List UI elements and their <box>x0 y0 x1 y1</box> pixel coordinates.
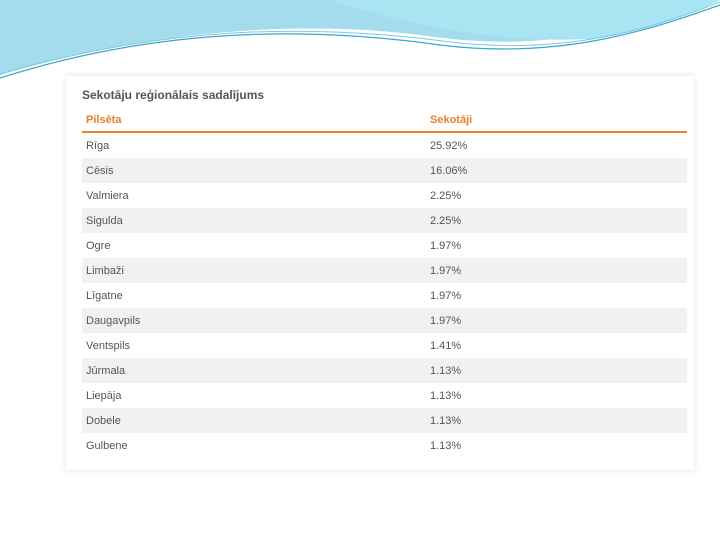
table-row: Valmiera 2.25% <box>82 183 687 208</box>
table-row: Gulbene 1.13% <box>82 433 687 458</box>
followers-cell: 1.97% <box>426 258 687 283</box>
followers-cell: 1.13% <box>426 408 687 433</box>
city-cell: Jūrmala <box>82 358 426 383</box>
table-row: Liepāja 1.13% <box>82 383 687 408</box>
table-row: Sigulda 2.25% <box>82 208 687 233</box>
table-row: Daugavpils 1.97% <box>82 308 687 333</box>
table-row: Limbaži 1.97% <box>82 258 687 283</box>
header-cell: Sekotāji <box>426 108 687 133</box>
followers-cell: 25.92% <box>430 139 468 152</box>
table-panel: Sekotāju reģionālais sadalījums Pilsēta … <box>66 76 694 470</box>
city-cell: Dobele <box>82 408 426 433</box>
wave-line <box>0 4 720 79</box>
followers-cell: 16.06% <box>426 158 687 183</box>
city-cell: Daugavpils <box>82 308 426 333</box>
city-cell: Gulbene <box>86 439 128 452</box>
city-cell: Ventspils <box>86 339 131 352</box>
wave-line <box>0 1 720 75</box>
wave <box>330 0 720 40</box>
table-title: Sekotāju reģionālais sadalījums <box>82 88 265 102</box>
followers-cell: 1.97% <box>430 239 462 252</box>
table-row: Rīga 25.92% <box>82 132 687 158</box>
followers-cell: 1.13% <box>430 389 462 402</box>
city-cell: Ogre <box>86 239 111 252</box>
table-row: Jūrmala 1.13% <box>82 358 687 383</box>
header-decoration <box>0 0 720 79</box>
city-cell: Sigulda <box>82 208 426 233</box>
city-cell: Rīga <box>86 139 110 152</box>
table-row: Līgatne 1.97% <box>82 283 687 308</box>
header-cell: Pilsēta <box>82 108 426 133</box>
header-row: Pilsēta Sekotāji <box>82 108 687 133</box>
followers-cell: 2.25% <box>426 208 687 233</box>
followers-cell: 1.41% <box>430 339 462 352</box>
table-row: Ventspils 1.41% <box>82 333 687 358</box>
table-row: Dobele 1.13% <box>82 408 687 433</box>
city-cell: Cēsis <box>82 158 426 183</box>
followers-cell: 1.97% <box>430 289 462 302</box>
city-cell: Limbaži <box>82 258 426 283</box>
city-cell: Valmiera <box>86 189 129 202</box>
followers-cell: 1.97% <box>426 308 687 333</box>
followers-cell: 1.13% <box>426 358 687 383</box>
table-row: Ogre 1.97% <box>82 233 687 258</box>
followers-cell: 2.25% <box>430 189 462 202</box>
city-cell: Līgatne <box>86 289 123 302</box>
followers-cell: 1.13% <box>430 439 462 452</box>
table: Pilsēta Sekotāji Rīga 25.92% Cēsis 16.06% Va… <box>82 108 687 458</box>
table-body: Rīga 25.92% Cēsis 16.06% Valmiera 2.25% Siguld… <box>82 132 687 458</box>
city-cell: Liepāja <box>86 389 122 402</box>
table-row: Cēsis 16.06% <box>82 158 687 183</box>
